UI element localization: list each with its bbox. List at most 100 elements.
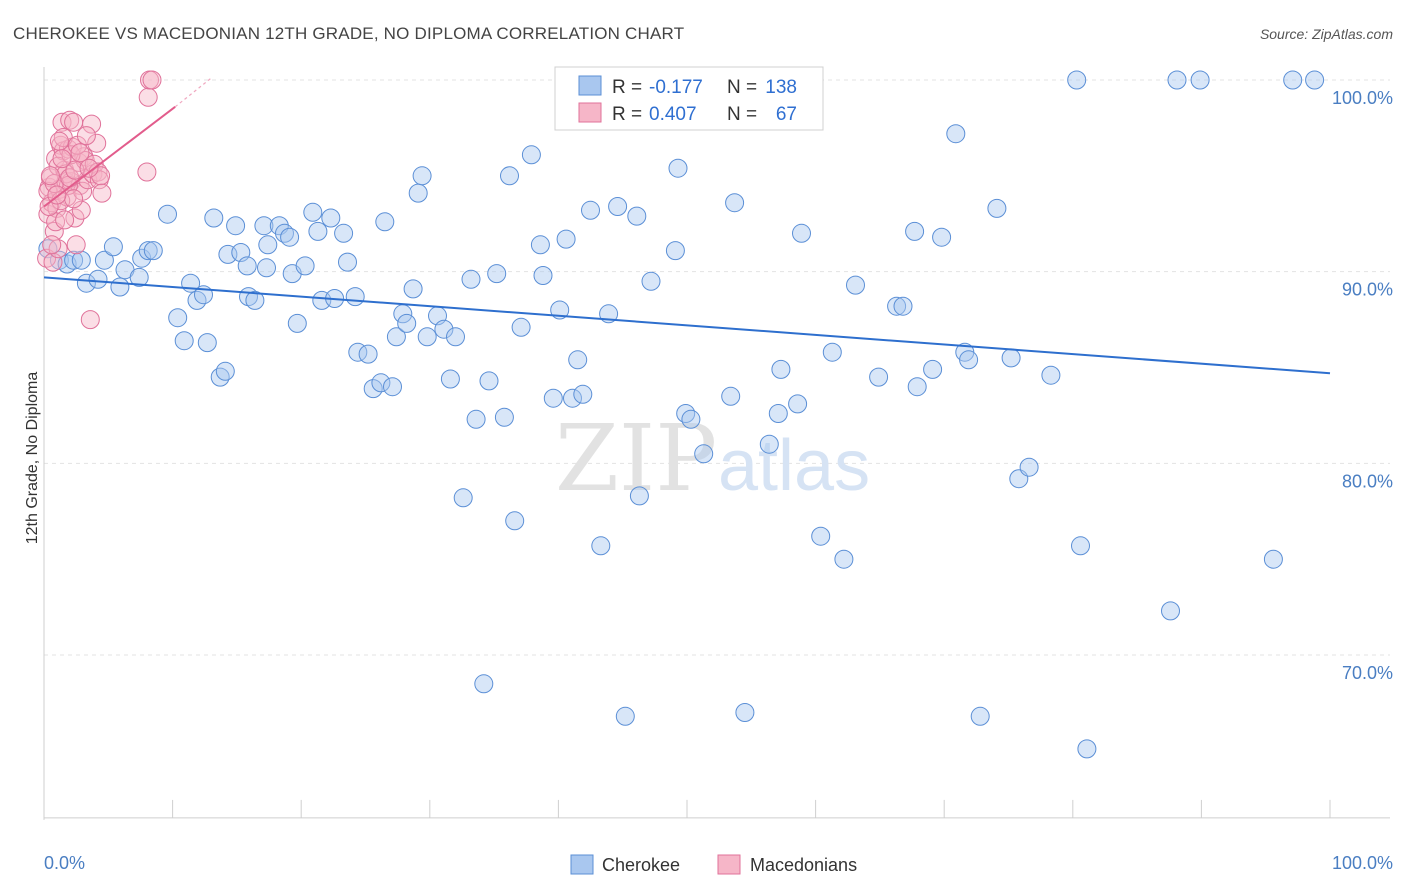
legend-swatch-macedonians: [578, 102, 602, 123]
data-point: [1041, 365, 1061, 385]
data-point: [725, 193, 745, 213]
data-point: [70, 143, 90, 163]
data-point: [846, 275, 865, 295]
legend-swatch-cherokee: [578, 75, 602, 96]
data-point: [42, 235, 62, 255]
data-point: [215, 361, 235, 381]
data-point: [615, 706, 635, 726]
data-point: [87, 133, 107, 153]
series-legend-swatch-macedonians: [717, 854, 741, 875]
data-point: [440, 369, 460, 389]
trend-line-macedonians: [43, 106, 176, 208]
data-point: [1283, 70, 1303, 90]
data-point: [137, 162, 157, 182]
data-point: [417, 327, 437, 347]
data-point: [138, 241, 158, 261]
data-point: [52, 112, 72, 132]
data-point: [641, 271, 661, 291]
data-point: [608, 197, 628, 216]
data-point: [556, 229, 576, 249]
data-point: [893, 296, 913, 316]
data-point: [363, 379, 383, 399]
data-point: [66, 235, 86, 255]
data-point: [446, 327, 465, 347]
y-tick-label: 100.0%: [1332, 88, 1393, 108]
data-point: [210, 367, 230, 387]
data-point: [923, 359, 943, 379]
data-point: [76, 126, 96, 146]
data-point: [970, 706, 990, 726]
data-point: [676, 404, 696, 423]
data-point: [49, 131, 69, 151]
data-point: [479, 371, 499, 391]
data-point: [338, 252, 357, 272]
data-point: [257, 258, 276, 278]
y-axis-label: 12th Grade, No Diploma: [24, 372, 41, 545]
data-point: [158, 204, 177, 224]
data-point: [403, 279, 423, 299]
data-point: [275, 223, 294, 243]
data-point: [987, 198, 1007, 218]
data-point: [91, 166, 111, 186]
data-point: [581, 200, 600, 220]
data-point: [668, 158, 688, 178]
data-point: [434, 319, 454, 339]
data-point: [321, 208, 341, 228]
y-tick-label: 70.0%: [1342, 663, 1393, 683]
data-point: [511, 317, 531, 337]
data-point: [959, 350, 979, 370]
data-point: [627, 206, 647, 226]
data-point: [681, 409, 701, 429]
chart-title: CHEROKEE VS MACEDONIAN 12TH GRADE, NO DI…: [13, 24, 684, 43]
legend-r-label-macedonians: R =: [612, 104, 642, 125]
grid-lines: [44, 79, 1390, 656]
data-point: [82, 114, 102, 134]
data-point: [1263, 549, 1283, 569]
series-legend-label-macedonians: Macedonians: [750, 855, 857, 875]
x-tick-labels: 0.0% 100.0%: [44, 853, 1393, 873]
data-point: [1305, 70, 1325, 90]
data-point: [142, 70, 162, 90]
legend-r-value-cherokee: -0.177: [649, 77, 703, 98]
data-point: [1001, 348, 1021, 368]
data-point: [568, 350, 588, 370]
data-point: [245, 290, 265, 310]
data-point: [168, 308, 188, 328]
data-point: [1067, 70, 1087, 90]
data-point: [110, 277, 130, 297]
data-point: [64, 112, 84, 132]
data-point: [500, 166, 519, 186]
data-point: [487, 264, 507, 284]
data-point: [792, 223, 811, 243]
data-point: [811, 526, 831, 546]
data-point: [1167, 70, 1187, 90]
data-point: [138, 87, 158, 107]
data-point: [887, 296, 907, 316]
data-point: [1071, 536, 1090, 556]
data-point: [226, 216, 246, 236]
data-point: [174, 331, 194, 351]
legend-n-value-cherokee: 138: [765, 77, 797, 98]
data-point: [92, 183, 112, 203]
data-point: [530, 235, 550, 255]
data-point: [629, 486, 649, 506]
data-point: [64, 189, 84, 209]
data-point: [383, 377, 402, 397]
data-point: [94, 250, 114, 270]
data-point: [521, 145, 541, 165]
data-point: [204, 208, 224, 228]
data-point: [822, 342, 842, 362]
x-tick-label: 100.0%: [1332, 853, 1393, 873]
series-legend: Cherokee Macedonians: [570, 854, 857, 875]
stats-legend: R = -0.177 N = 138 R = 0.407 N = 67: [554, 66, 824, 131]
trend-line-cherokee: [43, 276, 1331, 375]
data-point: [308, 221, 328, 241]
data-point: [80, 310, 100, 330]
data-point: [474, 674, 494, 694]
x-tick-label: 0.0%: [44, 853, 85, 873]
data-point: [287, 313, 307, 333]
data-point: [735, 703, 755, 722]
data-point: [563, 388, 582, 408]
data-point: [237, 256, 257, 276]
